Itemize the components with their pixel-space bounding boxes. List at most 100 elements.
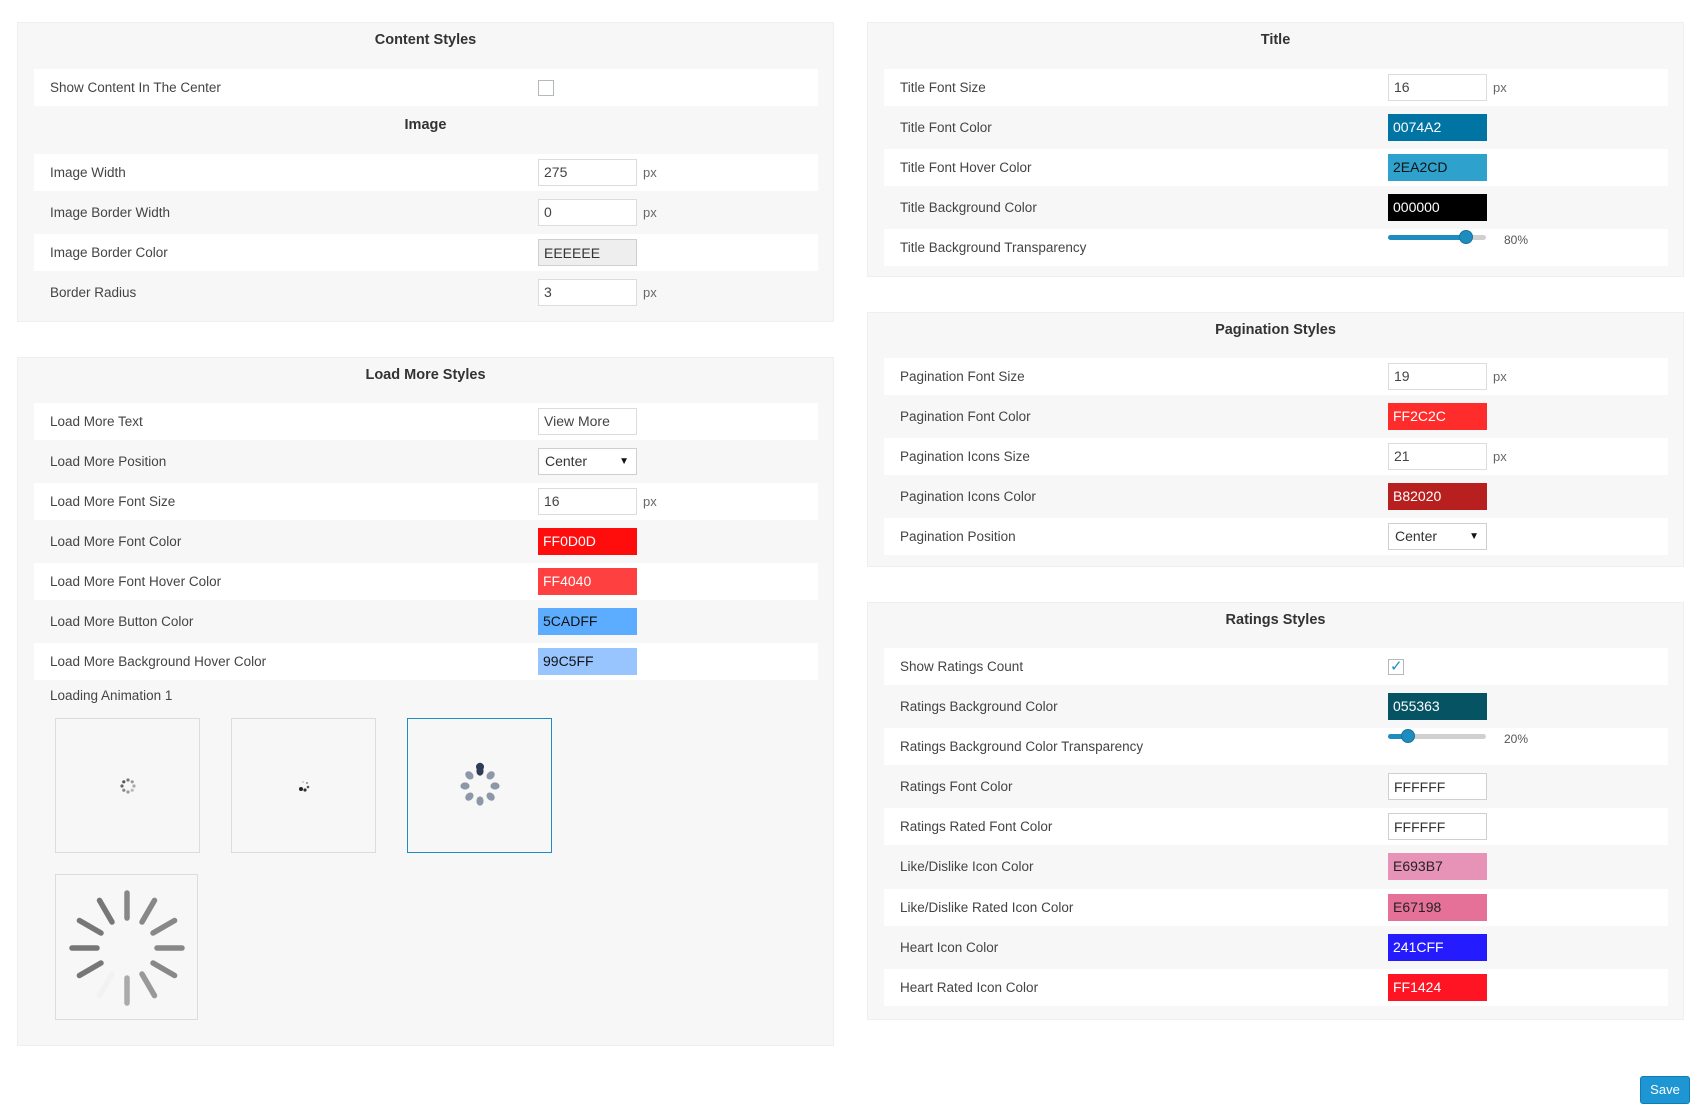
like-icon-color-input[interactable]: E693B7	[1388, 853, 1487, 880]
pagination-position-select[interactable]: Center ▼	[1388, 523, 1487, 550]
load-more-font-color-input[interactable]: FF0D0D	[538, 528, 637, 555]
show-ratings-count-label: Show Ratings Count	[900, 659, 1024, 674]
unit-label: px	[1493, 449, 1507, 464]
like-icon-color-label: Like/Dislike Icon Color	[900, 859, 1034, 874]
image-border-color-input[interactable]: EEEEEE	[538, 239, 637, 266]
title-bg-transparency-slider[interactable]	[1388, 227, 1486, 247]
pagination-position-row: Pagination Position Center ▼	[884, 518, 1668, 555]
slider-handle[interactable]	[1400, 729, 1415, 743]
ratings-rated-font-color-row: Ratings Rated Font Color FFFFFF	[884, 808, 1668, 845]
title-bg-color-row: Title Background Color 000000	[884, 189, 1668, 226]
pagination-icons-size-row: Pagination Icons Size 21 px	[884, 438, 1668, 475]
heart-icon-color-row: Heart Icon Color 241CFF	[884, 929, 1668, 966]
pagination-styles-panel: Pagination Styles Pagination Font Size 1…	[867, 312, 1684, 567]
load-more-bg-hover-color-input[interactable]: 99C5FF	[538, 648, 637, 675]
pagination-font-color-row: Pagination Font Color FF2C2C	[884, 398, 1668, 435]
ratings-font-color-label: Ratings Font Color	[900, 779, 1013, 794]
heart-icon-color-label: Heart Icon Color	[900, 940, 999, 955]
unit-label: px	[1493, 369, 1507, 384]
show-ratings-count-checkbox[interactable]: ✓	[1388, 658, 1404, 675]
ratings-rated-font-color-input[interactable]: FFFFFF	[1388, 813, 1487, 840]
load-more-font-hover-color-row: Load More Font Hover Color FF4040	[34, 563, 818, 600]
pagination-font-color-label: Pagination Font Color	[900, 409, 1031, 424]
title-bg-transparency-value: 80%	[1504, 233, 1529, 247]
load-more-font-hover-color-input[interactable]: FF4040	[538, 568, 637, 595]
load-more-position-select[interactable]: Center ▼	[538, 448, 637, 475]
save-button[interactable]: Save	[1640, 1076, 1690, 1104]
load-more-position-row: Load More Position Center ▼	[34, 443, 818, 480]
pagination-font-size-input[interactable]: 19	[1388, 363, 1487, 390]
unit-label: px	[643, 205, 657, 220]
heart-rated-icon-color-input[interactable]: FF1424	[1388, 974, 1487, 1001]
ratings-bg-color-row: Ratings Background Color 055363	[884, 688, 1668, 725]
load-more-font-color-label: Load More Font Color	[50, 534, 182, 549]
ratings-rated-font-color-label: Ratings Rated Font Color	[900, 819, 1053, 834]
title-font-color-row: Title Font Color 0074A2	[884, 109, 1668, 146]
title-font-hover-color-input[interactable]: 2EA2CD	[1388, 154, 1487, 181]
ratings-font-color-input[interactable]: FFFFFF	[1388, 773, 1487, 800]
load-more-styles-panel: Load More Styles Load More Text View Mor…	[17, 357, 834, 1046]
pagination-position-label: Pagination Position	[900, 529, 1016, 544]
loading-animation-option-4[interactable]	[55, 874, 198, 1020]
title-bg-color-label: Title Background Color	[900, 200, 1037, 215]
border-radius-row: Border Radius 3 px	[34, 274, 818, 311]
image-width-label: Image Width	[50, 165, 126, 180]
unit-label: px	[1493, 80, 1507, 95]
loading-animation-option-2[interactable]	[231, 718, 376, 853]
like-rated-icon-color-input[interactable]: E67198	[1388, 894, 1487, 921]
title-bg-transparency-label: Title Background Transparency	[900, 240, 1087, 255]
ratings-bg-color-input[interactable]: 055363	[1388, 693, 1487, 720]
ratings-font-color-row: Ratings Font Color FFFFFF	[884, 768, 1668, 805]
load-more-font-size-input[interactable]: 16	[538, 488, 637, 515]
panel-title: Load More Styles	[365, 367, 486, 383]
load-more-font-size-row: Load More Font Size 16 px	[34, 483, 818, 520]
show-ratings-count-row: Show Ratings Count ✓	[884, 648, 1668, 685]
ratings-bg-transparency-slider[interactable]	[1388, 726, 1486, 746]
pagination-font-size-label: Pagination Font Size	[900, 369, 1025, 384]
load-more-text-input[interactable]: View More	[538, 408, 637, 435]
title-font-size-label: Title Font Size	[900, 80, 986, 95]
panel-title: Pagination Styles	[1215, 322, 1336, 338]
title-font-size-input[interactable]: 16	[1388, 74, 1487, 101]
title-font-color-label: Title Font Color	[900, 120, 992, 135]
ratings-styles-panel: Ratings Styles Show Ratings Count ✓ Rati…	[867, 602, 1684, 1020]
like-rated-icon-color-row: Like/Dislike Rated Icon Color E67198	[884, 889, 1668, 926]
unit-label: px	[643, 165, 657, 180]
slider-track	[1388, 734, 1486, 739]
panel-title: Ratings Styles	[1225, 612, 1326, 628]
slider-fill	[1388, 734, 1408, 739]
like-icon-color-row: Like/Dislike Icon Color E693B7	[884, 848, 1668, 885]
image-border-color-label: Image Border Color	[50, 245, 168, 260]
load-more-button-color-input[interactable]: 5CADFF	[538, 608, 637, 635]
load-more-button-color-label: Load More Button Color	[50, 614, 194, 629]
title-font-hover-color-row: Title Font Hover Color 2EA2CD	[884, 149, 1668, 186]
slider-fill	[1388, 235, 1467, 240]
pagination-icons-size-input[interactable]: 21	[1388, 443, 1487, 470]
border-radius-input[interactable]: 3	[538, 279, 637, 306]
heart-rated-icon-color-row: Heart Rated Icon Color FF1424	[884, 969, 1668, 1006]
pagination-icons-color-input[interactable]: B82020	[1388, 483, 1487, 510]
unit-label: px	[643, 494, 657, 509]
chevron-down-icon: ▼	[619, 456, 629, 467]
panel-title: Content Styles	[374, 32, 477, 48]
ratings-bg-color-label: Ratings Background Color	[900, 699, 1058, 714]
loading-animation-label: Loading Animation 1	[50, 688, 173, 703]
pagination-icons-color-row: Pagination Icons Color B82020	[884, 478, 1668, 515]
title-bg-color-input[interactable]: 000000	[1388, 194, 1487, 221]
heart-icon-color-input[interactable]: 241CFF	[1388, 934, 1487, 961]
image-border-width-input[interactable]: 0	[538, 199, 637, 226]
show-center-row: Show Content In The Center	[34, 69, 818, 106]
loading-animation-option-3[interactable]	[407, 718, 552, 853]
border-radius-label: Border Radius	[50, 285, 137, 300]
image-width-input[interactable]: 275	[538, 159, 637, 186]
slider-handle[interactable]	[1459, 230, 1474, 244]
load-more-text-row: Load More Text View More	[34, 403, 818, 440]
show-center-checkbox[interactable]	[538, 79, 554, 96]
load-more-text-label: Load More Text	[50, 414, 143, 429]
load-more-font-color-row: Load More Font Color FF0D0D	[34, 523, 818, 560]
loading-animation-option-1[interactable]	[55, 718, 200, 853]
pagination-font-color-input[interactable]: FF2C2C	[1388, 403, 1487, 430]
title-styles-panel: Title Title Font Size 16 px Title Font C…	[867, 22, 1684, 277]
heart-rated-icon-color-label: Heart Rated Icon Color	[900, 980, 1039, 995]
title-font-color-input[interactable]: 0074A2	[1388, 114, 1487, 141]
